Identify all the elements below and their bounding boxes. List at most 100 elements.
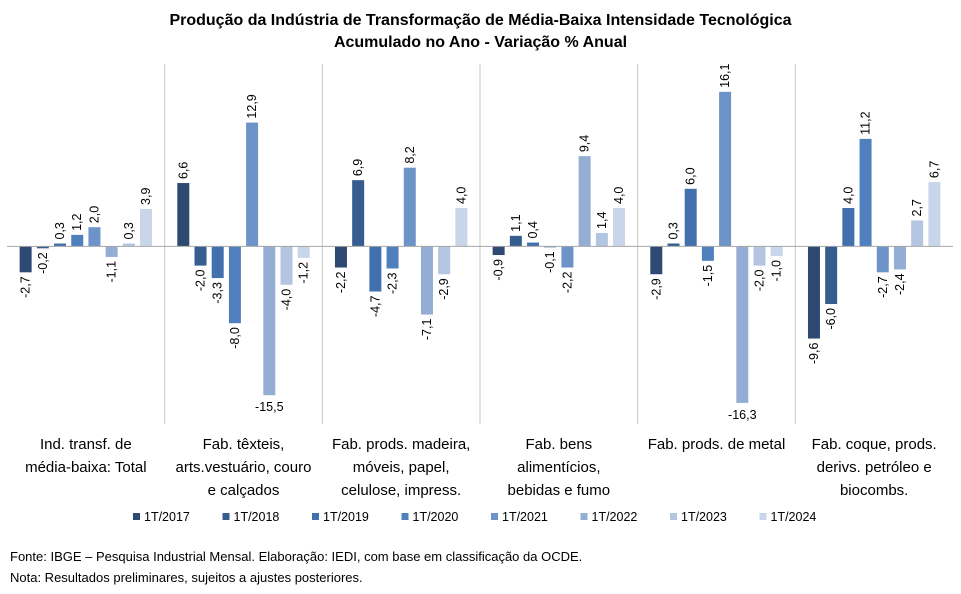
category-label: Fab. prods. madeira, móveis, papel, celulo… xyxy=(332,436,470,499)
bar xyxy=(140,208,153,247)
data-label: -0,9 xyxy=(492,259,506,281)
bar xyxy=(54,243,67,247)
data-label: -16,3 xyxy=(728,408,757,422)
bar xyxy=(122,243,135,247)
category-label-line: Fab. coque, prods. xyxy=(812,436,937,453)
data-label: -2,4 xyxy=(893,273,907,295)
bar xyxy=(719,91,732,247)
bar xyxy=(911,220,924,247)
bar xyxy=(420,246,433,315)
bar xyxy=(736,246,749,403)
data-label: -9,6 xyxy=(807,343,821,365)
category-label-line: biocombs. xyxy=(840,482,908,499)
data-label: -2,9 xyxy=(437,278,451,300)
data-label: 12,9 xyxy=(245,94,259,118)
bar xyxy=(334,246,347,268)
bar xyxy=(527,242,540,247)
legend-swatch xyxy=(133,513,140,520)
legend-label: 1T/2017 xyxy=(144,510,190,524)
bar xyxy=(578,156,591,247)
data-label: 11,2 xyxy=(859,111,873,134)
bar xyxy=(701,246,714,261)
category-label-line: e calçados xyxy=(208,482,280,499)
legend-label: 1T/2021 xyxy=(502,510,548,524)
bar xyxy=(71,234,84,247)
data-label: 3,9 xyxy=(139,188,153,205)
category-label-line: Fab. bens xyxy=(525,436,592,453)
data-label: -0,2 xyxy=(36,252,50,274)
data-label: -1,0 xyxy=(770,260,784,282)
data-label: 1,2 xyxy=(70,213,84,230)
data-label: 6,7 xyxy=(927,161,941,178)
legend-swatch xyxy=(580,513,588,520)
category-label-line: arts.vestuário, couro xyxy=(176,459,312,476)
legend-swatch xyxy=(491,513,498,520)
data-label: 16,1 xyxy=(718,63,732,87)
data-label: -6,0 xyxy=(824,308,838,330)
data-label: -2,0 xyxy=(194,270,208,292)
data-label: -15,5 xyxy=(255,400,284,414)
chart-subtitle: Acumulado no Ano - Variação % Anual xyxy=(333,34,628,51)
category-label-line: Fab. prods. madeira, xyxy=(332,436,470,453)
data-label: 0,3 xyxy=(53,222,67,239)
bar xyxy=(770,246,783,256)
bar xyxy=(595,232,608,247)
legend-swatch xyxy=(312,513,319,520)
bar xyxy=(88,227,101,247)
legend-label: 1T/2022 xyxy=(592,510,638,524)
bar xyxy=(753,246,766,266)
bar xyxy=(492,246,505,256)
data-label: 1,4 xyxy=(595,212,609,229)
bar xyxy=(561,246,574,268)
data-label: 8,2 xyxy=(403,146,417,163)
data-label: 6,0 xyxy=(684,167,698,184)
category-label-line: derivs. petróleo e xyxy=(817,459,932,476)
category-label: Ind. transf. de média-baixa: Total xyxy=(25,436,146,476)
legend-label: 1T/2020 xyxy=(413,510,459,524)
bar xyxy=(228,246,241,324)
bar xyxy=(650,246,663,275)
data-label: -2,2 xyxy=(560,271,574,293)
bar xyxy=(246,122,259,247)
data-label: 2,7 xyxy=(910,199,924,216)
data-label: 6,9 xyxy=(351,159,365,176)
data-label: 4,0 xyxy=(841,187,855,204)
chart-title-block: Produção da Indústria de Transformação d… xyxy=(0,10,961,54)
legend-swatch xyxy=(222,513,230,520)
data-label: -1,5 xyxy=(701,265,715,287)
data-label: 2,0 xyxy=(87,206,101,223)
category-label-line: média-baixa: Total xyxy=(25,459,146,476)
data-label: 1,1 xyxy=(509,214,523,231)
category-label-line: Ind. transf. de xyxy=(40,436,132,453)
category-label-line: Fab. têxteis, xyxy=(203,436,285,453)
data-label: 9,4 xyxy=(578,135,592,152)
bar xyxy=(403,167,416,247)
legend-swatch xyxy=(670,513,677,520)
data-label: -1,1 xyxy=(105,261,119,283)
data-label: -0,1 xyxy=(543,251,557,273)
data-label: 0,4 xyxy=(526,221,540,238)
bar xyxy=(369,246,382,292)
legend-label: 1T/2024 xyxy=(771,510,817,524)
category-label: Fab. bens alimentícios, bebidas e fumo xyxy=(508,436,611,499)
bar xyxy=(876,246,889,273)
bar xyxy=(667,243,680,247)
data-label: 4,0 xyxy=(612,187,626,204)
data-label: -4,0 xyxy=(280,289,294,311)
data-label: -2,3 xyxy=(386,272,400,294)
category-label: Fab. coque, prods. derivs. petróleo e bioc… xyxy=(812,436,937,499)
category-label-line: móveis, papel, xyxy=(353,459,450,476)
source-note: Fonte: IBGE – Pesquisa Industrial Mensal… xyxy=(10,549,583,564)
category-label-line: alimentícios, xyxy=(517,459,600,476)
legend-label: 1T/2023 xyxy=(681,510,727,524)
data-label: -2,2 xyxy=(334,271,348,293)
category-label-line: bebidas e fumo xyxy=(508,482,611,499)
bar xyxy=(263,246,276,396)
category-label: Fab. têxteis, arts.vestuário, couro e calç… xyxy=(176,436,312,499)
bar xyxy=(297,246,310,258)
chart-title: Produção da Indústria de Transformação d… xyxy=(169,12,792,29)
bar xyxy=(19,246,32,273)
bar xyxy=(352,180,365,247)
bar xyxy=(842,208,855,247)
